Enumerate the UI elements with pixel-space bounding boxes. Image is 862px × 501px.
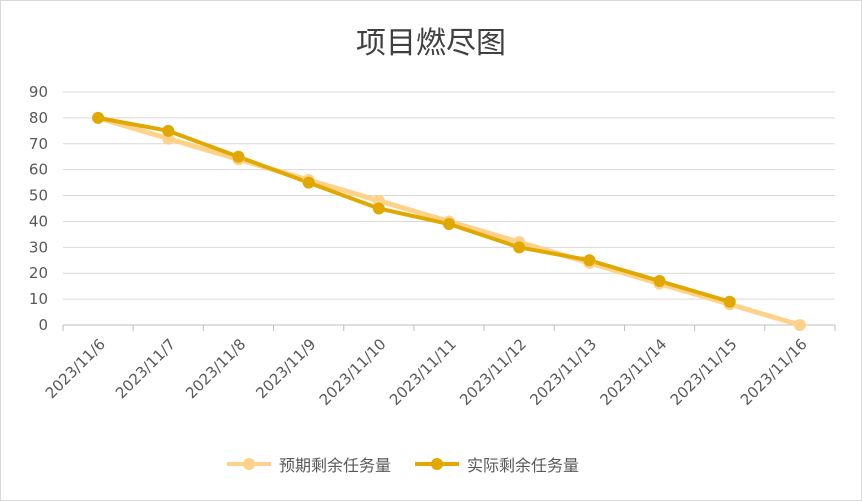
x-tick-label: 2023/11/12 (456, 335, 530, 409)
y-tick-label: 60 (29, 161, 48, 179)
x-tick-label: 2023/11/8 (182, 335, 249, 402)
x-tick-label: 2023/11/13 (526, 335, 600, 409)
series-0-point (793, 319, 806, 331)
series-1-point (232, 150, 245, 163)
y-tick-label: 50 (29, 187, 48, 205)
series-points (92, 111, 806, 331)
legend-swatch-actual (415, 458, 460, 470)
series-1-point (372, 202, 385, 215)
y-tick-label: 40 (29, 212, 48, 230)
x-tick-label: 2023/11/16 (737, 335, 811, 409)
x-tick-label: 2023/11/9 (252, 335, 319, 402)
y-tick-label: 90 (29, 83, 48, 101)
legend-label-expected: 预期剩余任务量 (279, 456, 392, 475)
x-tick-label: 2023/11/14 (597, 335, 671, 409)
series-line-1 (96, 115, 732, 304)
series-1-point (92, 111, 105, 124)
x-tick-label: 2023/11/6 (42, 335, 109, 402)
y-tick-label: 20 (29, 264, 48, 282)
series-1-point (653, 274, 666, 287)
series-1-point (302, 176, 315, 189)
series-1-point (443, 218, 455, 231)
y-tick-label: 10 (29, 290, 48, 308)
legend-item-actual: 实际剩余任务量 (413, 452, 579, 476)
x-axis (62, 324, 836, 331)
y-tick-label: 80 (29, 109, 48, 127)
y-axis-ticks: 0 10 20 30 40 50 60 70 80 90 (29, 83, 48, 334)
series-1-point (583, 254, 596, 267)
series-1-point (723, 295, 736, 308)
x-axis-ticks: 2023/11/6 2023/11/7 2023/11/8 2023/11/92023… (42, 335, 811, 409)
y-tick-label: 0 (38, 316, 48, 334)
x-tick-label: 2023/11/15 (667, 335, 741, 409)
y-tick-label: 30 (29, 238, 48, 256)
legend-item-expected: 预期剩余任务量 (225, 452, 391, 476)
x-tick-label: 2023/11/11 (386, 335, 460, 409)
series-1-point (162, 124, 175, 137)
legend-label-actual: 实际剩余任务量 (467, 456, 580, 475)
legend: 预期剩余任务量 实际剩余任务量 (225, 452, 601, 476)
chart-title: 项目燃尽图 (356, 26, 506, 61)
x-tick-label: 2023/11/7 (112, 335, 179, 402)
legend-swatch-expected (227, 458, 271, 470)
y-tick-label: 70 (29, 135, 48, 153)
x-tick-label: 2023/11/10 (316, 335, 390, 409)
gridlines (63, 91, 835, 300)
series-1-point (513, 241, 526, 254)
